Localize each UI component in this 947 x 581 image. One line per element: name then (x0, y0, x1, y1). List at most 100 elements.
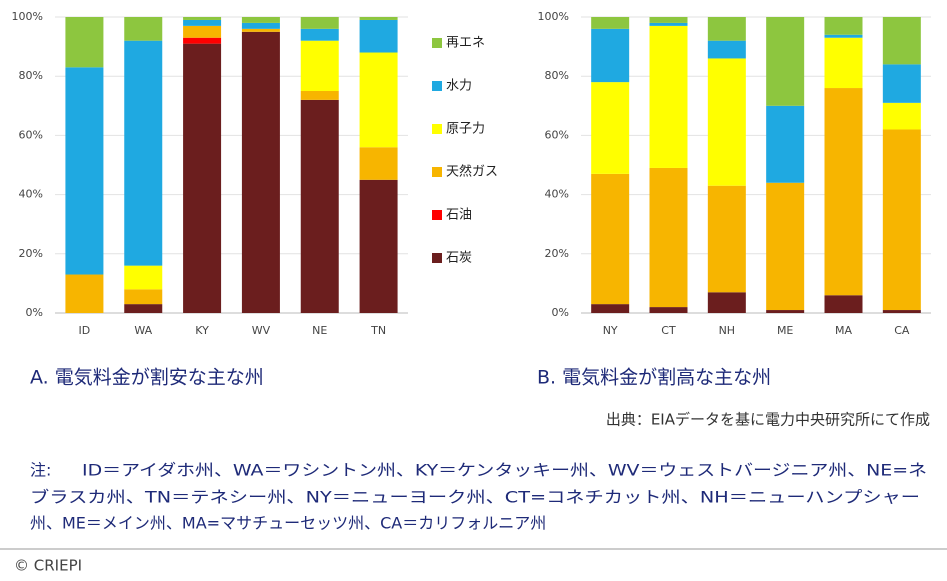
legend-label: 石炭 (446, 251, 472, 266)
bar-segment (124, 304, 163, 313)
legend-swatch (432, 124, 442, 134)
bar-segment (359, 179, 398, 313)
bar-segment (300, 99, 339, 313)
note-label: 注: (30, 461, 51, 480)
x-tick-label: TN (370, 324, 386, 337)
legend-label: 原子力 (446, 122, 485, 137)
bar-segment (65, 17, 104, 68)
bar-segment (707, 58, 746, 186)
bar-segment (882, 129, 921, 311)
bar-segment (591, 28, 630, 83)
y-tick-label: 100% (12, 10, 43, 23)
y-tick-label: 20% (19, 247, 43, 260)
bar-segment (824, 295, 863, 313)
bar-segment (124, 40, 163, 266)
bar-segment (183, 19, 222, 26)
bar-segment (591, 304, 630, 313)
bar-segment (359, 52, 398, 148)
bar-segment (300, 17, 339, 29)
bar-segment (241, 17, 280, 23)
note-line: ID＝アイダホ州、WA＝ワシントン州、KY＝ケンタッキー州、WV＝ウェストバージ… (82, 461, 927, 480)
y-tick-label: 80% (19, 69, 43, 82)
bar-segment (649, 25, 688, 168)
bar-segment (766, 310, 805, 313)
bar-segment (882, 17, 921, 65)
y-tick-label: 40% (545, 188, 569, 201)
x-tick-label: NY (603, 324, 618, 337)
x-tick-label: ID (79, 324, 91, 337)
bar-segment (649, 22, 688, 26)
bar-segment (649, 167, 688, 308)
bar-segment (766, 182, 805, 311)
bar-segment (241, 31, 280, 314)
bar-segment (124, 265, 163, 290)
bar-segment (359, 17, 398, 20)
y-tick-label: 0% (26, 306, 43, 319)
bar-segment (882, 102, 921, 130)
bar-segment (300, 40, 339, 91)
y-tick-label: 20% (545, 247, 569, 260)
x-tick-label: WV (252, 324, 271, 337)
bar-segment (707, 292, 746, 313)
legend-label: 再エネ (446, 36, 485, 51)
legend-swatch (432, 253, 442, 263)
bar-segment (882, 310, 921, 313)
legend-label: 石油 (446, 208, 472, 223)
bar-segment (882, 64, 921, 103)
bar-segment (591, 17, 630, 29)
note-line: 州、ME＝メイン州、MA=マサチューセッツ州、CA＝カリフォルニア州 (30, 514, 546, 533)
bar-segment (241, 22, 280, 29)
bar-segment (649, 307, 688, 313)
bar-segment (707, 40, 746, 59)
bar-segment (766, 17, 805, 106)
x-tick-label: CT (661, 324, 676, 337)
x-tick-label: WA (134, 324, 152, 337)
bar-segment (824, 37, 863, 89)
bar-segment (300, 91, 339, 100)
legend-label: 水力 (446, 79, 472, 94)
bar-segment (124, 289, 163, 305)
bar-segment (707, 17, 746, 41)
bar-segment (300, 28, 339, 41)
bar-segment (359, 147, 398, 180)
x-tick-label: MA (835, 324, 852, 337)
bar-segment (591, 82, 630, 174)
legend-label: 天然ガス (446, 164, 498, 180)
bar-segment (124, 17, 163, 41)
bar-segment (183, 37, 222, 44)
legend-swatch (432, 210, 442, 220)
y-tick-label: 0% (552, 306, 569, 319)
y-tick-label: 40% (19, 188, 43, 201)
bar-segment (707, 185, 746, 293)
bar-segment (766, 105, 805, 183)
legend-swatch (432, 81, 442, 91)
bar-segment (824, 17, 863, 35)
bar-segment (183, 25, 222, 38)
x-tick-label: KY (195, 324, 209, 337)
footer: © CRIEPI (14, 557, 82, 575)
bar-segment (183, 17, 222, 20)
bar-segment (241, 28, 280, 32)
x-tick-label: CA (894, 324, 910, 337)
bar-segment (65, 67, 104, 275)
bar-segment (359, 19, 398, 53)
source: 出典：EIAデータを基に電力中央研究所にて作成 (606, 411, 930, 429)
legend-swatch (432, 167, 442, 177)
y-tick-label: 80% (545, 69, 569, 82)
note-line: ブラスカ州、TN＝テネシー州、NY＝ニューヨーク州、CT=コネチカット州、NH＝… (30, 488, 920, 507)
bar-segment (649, 17, 688, 23)
y-tick-label: 100% (538, 10, 569, 23)
bar-segment (183, 43, 222, 313)
bar-segment (824, 88, 863, 296)
caption: B. 電気料金が割高な主な州 (537, 367, 771, 389)
x-tick-label: ME (777, 324, 793, 337)
y-tick-label: 60% (19, 128, 43, 141)
y-tick-label: 60% (545, 128, 569, 141)
bar-segment (824, 34, 863, 38)
x-tick-label: NH (719, 324, 736, 337)
bar-segment (65, 274, 104, 313)
x-tick-label: NE (312, 324, 327, 337)
bar-segment (591, 173, 630, 305)
legend-swatch (432, 38, 442, 48)
